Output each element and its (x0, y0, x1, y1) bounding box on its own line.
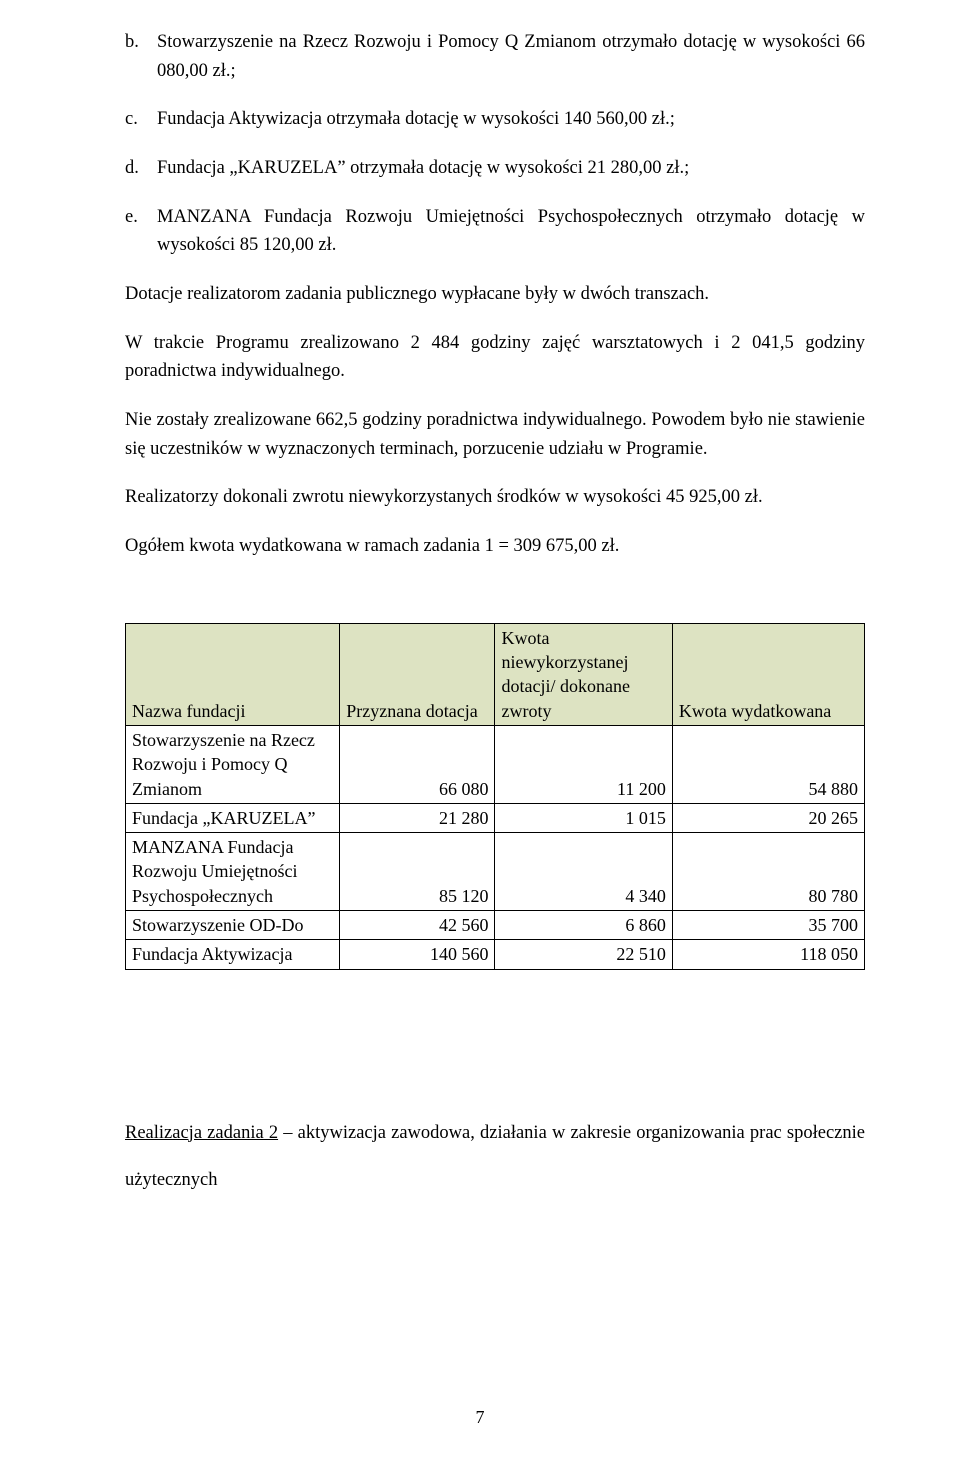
cell-returned: 11 200 (495, 725, 672, 803)
cell-name: Fundacja Aktywizacja (126, 940, 340, 969)
cell-spent: 118 050 (672, 940, 864, 969)
page: b. Stowarzyszenie na Rzecz Rozwoju i Pom… (0, 0, 960, 1462)
list-item: d. Fundacja „KARUZELA” otrzymała dotację… (125, 154, 865, 183)
paragraph: Ogółem kwota wydatkowana w ramach zadani… (125, 532, 865, 561)
cell-name: MANZANA Fundacja Rozwoju Umiejętności Ps… (126, 833, 340, 911)
paragraph: Nie zostały zrealizowane 662,5 godziny p… (125, 406, 865, 463)
table-row: Fundacja Aktywizacja 140 560 22 510 118 … (126, 940, 865, 969)
table-header-row: Nazwa fundacji Przyznana dotacja Kwota n… (126, 623, 865, 725)
table-row: Fundacja „KARUZELA” 21 280 1 015 20 265 (126, 803, 865, 832)
paragraph: W trakcie Programu zrealizowano 2 484 go… (125, 329, 865, 386)
cell-returned: 6 860 (495, 911, 672, 940)
list-marker: e. (125, 203, 157, 260)
cell-spent: 54 880 (672, 725, 864, 803)
cell-returned: 4 340 (495, 833, 672, 911)
grants-table: Nazwa fundacji Przyznana dotacja Kwota n… (125, 623, 865, 970)
cell-granted: 66 080 (340, 725, 495, 803)
page-number: 7 (0, 1404, 960, 1432)
cell-spent: 80 780 (672, 833, 864, 911)
list-marker: c. (125, 105, 157, 134)
list-item: e. MANZANA Fundacja Rozwoju Umiejętności… (125, 203, 865, 260)
cell-returned: 22 510 (495, 940, 672, 969)
cell-spent: 35 700 (672, 911, 864, 940)
list-text: Fundacja „KARUZELA” otrzymała dotację w … (157, 154, 865, 183)
col-header-granted: Przyznana dotacja (340, 623, 495, 725)
list-text: Fundacja Aktywizacja otrzymała dotację w… (157, 105, 865, 134)
cell-name: Stowarzyszenie na Rzecz Rozwoju i Pomocy… (126, 725, 340, 803)
col-header-name: Nazwa fundacji (126, 623, 340, 725)
list-text: MANZANA Fundacja Rozwoju Umiejętności Ps… (157, 203, 865, 260)
paragraph: Realizatorzy dokonali zwrotu niewykorzys… (125, 483, 865, 512)
paragraph: Dotacje realizatorom zadania publicznego… (125, 280, 865, 309)
list-marker: d. (125, 154, 157, 183)
cell-returned: 1 015 (495, 803, 672, 832)
list-text: Stowarzyszenie na Rzecz Rozwoju i Pomocy… (157, 28, 865, 85)
list-marker: b. (125, 28, 157, 85)
cell-granted: 85 120 (340, 833, 495, 911)
cell-granted: 42 560 (340, 911, 495, 940)
cell-granted: 140 560 (340, 940, 495, 969)
list-item: c. Fundacja Aktywizacja otrzymała dotacj… (125, 105, 865, 134)
cell-name: Stowarzyszenie OD-Do (126, 911, 340, 940)
table-row: Stowarzyszenie na Rzecz Rozwoju i Pomocy… (126, 725, 865, 803)
table-row: Stowarzyszenie OD-Do 42 560 6 860 35 700 (126, 911, 865, 940)
cell-granted: 21 280 (340, 803, 495, 832)
section-2-heading: Realizacja zadania 2 – aktywizacja zawod… (125, 1110, 865, 1204)
cell-name: Fundacja „KARUZELA” (126, 803, 340, 832)
col-header-spent: Kwota wydatkowana (672, 623, 864, 725)
cell-spent: 20 265 (672, 803, 864, 832)
section-2-title: Realizacja zadania 2 (125, 1123, 278, 1143)
col-header-returned: Kwota niewykorzystanej dotacji/ dokonane… (495, 623, 672, 725)
table-row: MANZANA Fundacja Rozwoju Umiejętności Ps… (126, 833, 865, 911)
list-item: b. Stowarzyszenie na Rzecz Rozwoju i Pom… (125, 28, 865, 85)
grant-list: b. Stowarzyszenie na Rzecz Rozwoju i Pom… (125, 28, 865, 260)
